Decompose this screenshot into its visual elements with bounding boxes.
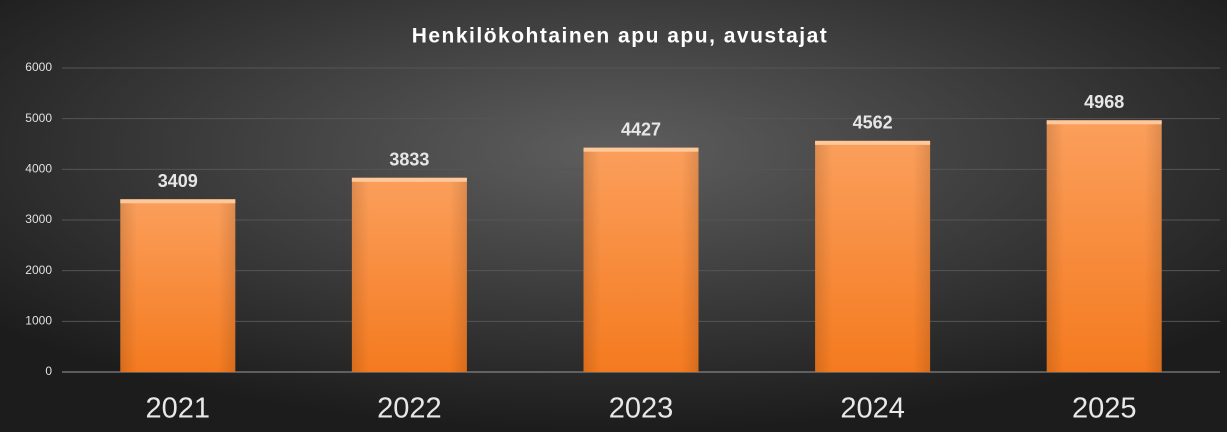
y-tick-label: 6000 <box>25 60 52 74</box>
bar-cap <box>351 177 467 182</box>
data-label: 4968 <box>1084 92 1124 112</box>
y-tick-label: 2000 <box>25 263 52 277</box>
x-tick-label: 2025 <box>1072 393 1137 425</box>
data-label: 4562 <box>853 113 893 133</box>
bar-shade <box>815 140 931 372</box>
y-tick-label: 1000 <box>25 314 52 328</box>
y-tick-label: 3000 <box>25 212 52 226</box>
data-label: 3833 <box>389 150 429 170</box>
bar-shade <box>1046 120 1162 373</box>
bar-cap <box>583 147 699 152</box>
bar-cap <box>815 140 931 145</box>
bar-cap <box>1046 120 1162 125</box>
bar-shade <box>120 199 236 372</box>
y-tick-label: 0 <box>45 364 52 378</box>
y-tick-label: 5000 <box>25 111 52 125</box>
x-tick-label: 2024 <box>840 393 905 425</box>
x-tick-label: 2022 <box>377 393 442 425</box>
bar-cap <box>120 199 236 204</box>
bar-shade <box>351 177 467 372</box>
bar-shade <box>583 147 699 372</box>
x-tick-label: 2021 <box>146 393 211 425</box>
chart-title: Henkilökohtainen apu apu, avustajat <box>412 25 829 48</box>
y-tick-label: 4000 <box>25 162 52 176</box>
x-tick-label: 2023 <box>609 393 674 425</box>
data-label: 4427 <box>621 119 661 139</box>
data-label: 3409 <box>158 171 198 191</box>
